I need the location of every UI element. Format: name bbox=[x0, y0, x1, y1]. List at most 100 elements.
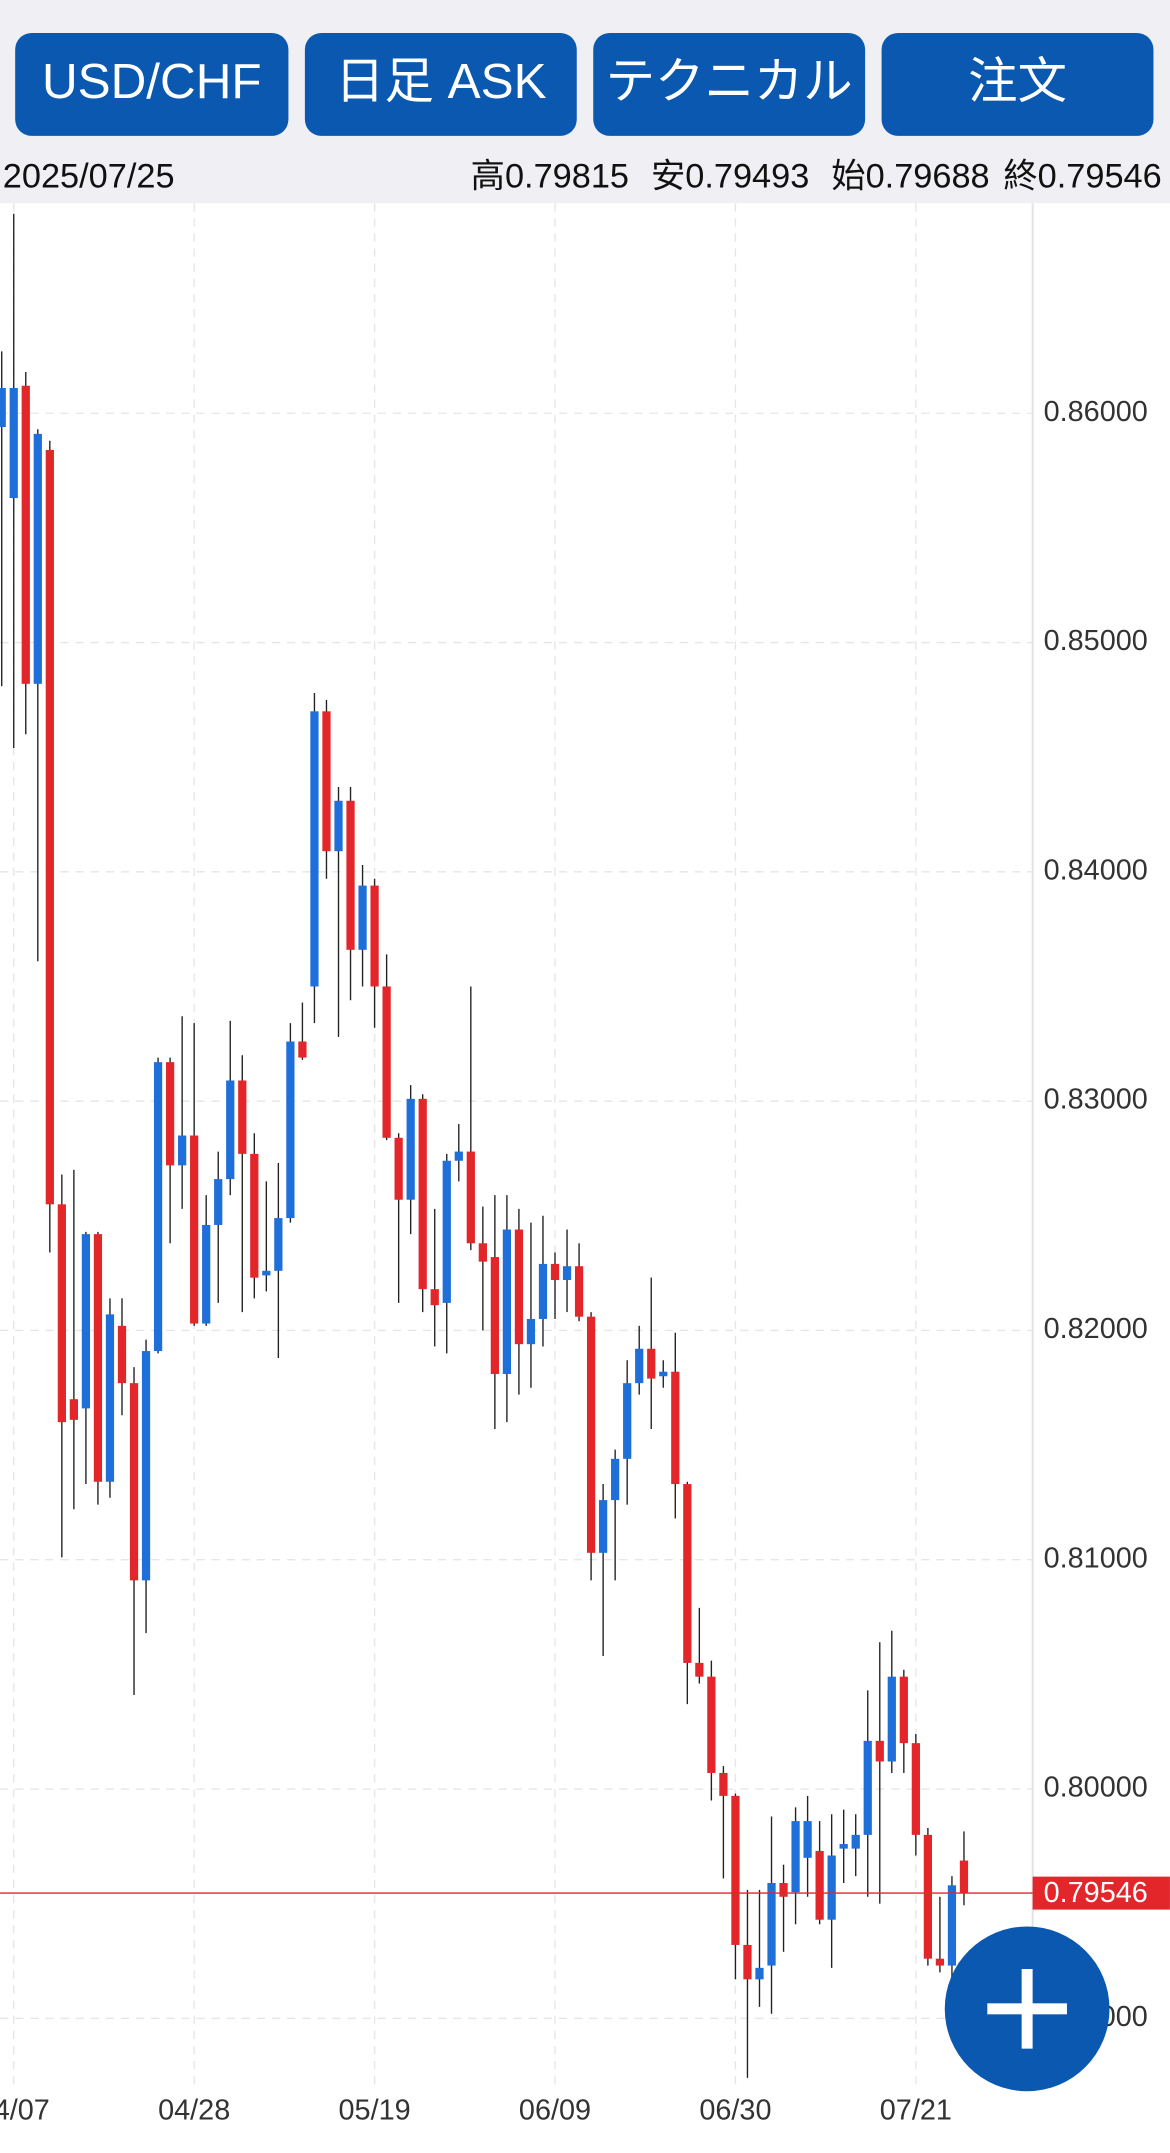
candle-body bbox=[406, 1098, 415, 1200]
y-tick-label: 0.84000 bbox=[1044, 854, 1148, 886]
candle-body bbox=[719, 1772, 728, 1796]
candle-body bbox=[490, 1257, 499, 1374]
candle-body bbox=[635, 1348, 644, 1384]
candle-body bbox=[153, 1062, 163, 1352]
button-label[interactable]: 注文 bbox=[968, 54, 1067, 109]
candle-body bbox=[214, 1179, 223, 1225]
x-tick-label: 05/19 bbox=[339, 2094, 411, 2126]
candle-body bbox=[911, 1743, 920, 1835]
candle-body bbox=[574, 1266, 584, 1317]
candle-body bbox=[286, 1041, 295, 1219]
candle-body bbox=[743, 1944, 752, 1980]
button-label[interactable]: 日足 ASK bbox=[335, 54, 547, 109]
period-button[interactable] bbox=[304, 32, 577, 136]
price-tag bbox=[1032, 1876, 1170, 1910]
x-tick-label: 04/28 bbox=[158, 2094, 230, 2126]
candle-body bbox=[129, 1383, 139, 1581]
candle-body bbox=[827, 1855, 836, 1920]
candle-body bbox=[611, 1458, 620, 1501]
x-tick-label: 06/30 bbox=[699, 2094, 771, 2126]
candle-body bbox=[394, 1137, 403, 1200]
fab-plus[interactable] bbox=[1021, 1969, 1033, 2049]
high-label: 高 bbox=[471, 158, 505, 196]
candle-body bbox=[779, 1883, 788, 1897]
candle-body bbox=[141, 1351, 151, 1581]
candle-body bbox=[310, 711, 319, 987]
candle-body bbox=[707, 1676, 716, 1773]
candle-body bbox=[430, 1289, 439, 1306]
candle-body bbox=[695, 1662, 704, 1677]
ohlc-info: 高0.79815 安0.79493 始0.79688 終0.79546 bbox=[471, 158, 1162, 196]
y-tick-label: 0.81000 bbox=[1044, 1542, 1148, 1574]
candle-body bbox=[322, 711, 331, 852]
candle-body bbox=[69, 1399, 79, 1420]
candle-body bbox=[466, 1151, 475, 1244]
candle-body bbox=[755, 1967, 764, 1980]
candle-body bbox=[334, 800, 343, 852]
candle-body bbox=[238, 1080, 247, 1154]
low-label: 安 bbox=[651, 158, 685, 196]
open-value: 0.79688 bbox=[866, 158, 990, 196]
x-tick-label: 07/21 bbox=[880, 2094, 952, 2126]
candle-body bbox=[478, 1243, 487, 1262]
y-tick-label: 0.86000 bbox=[1044, 396, 1148, 428]
candle-body bbox=[803, 1821, 812, 1858]
y-tick-label: 0.85000 bbox=[1044, 625, 1148, 657]
candle-body bbox=[947, 1885, 957, 1966]
candle-body bbox=[562, 1266, 572, 1280]
button-label[interactable]: テクニカル bbox=[606, 54, 853, 109]
price-tag-label: 0.79546 bbox=[1044, 1877, 1148, 1909]
candle-body bbox=[250, 1153, 259, 1278]
candle-body bbox=[839, 1844, 848, 1849]
technical-button[interactable] bbox=[593, 32, 866, 136]
candle-body bbox=[9, 388, 18, 499]
candle-body bbox=[887, 1676, 896, 1762]
candle-body bbox=[178, 1135, 187, 1166]
symbol-button[interactable] bbox=[15, 32, 289, 136]
y-tick-label: 0.83000 bbox=[1044, 1084, 1148, 1116]
candle-body bbox=[599, 1500, 608, 1553]
candle-body bbox=[202, 1224, 211, 1324]
candle-body bbox=[165, 1062, 175, 1166]
candle-body bbox=[899, 1676, 908, 1744]
candle-body bbox=[550, 1263, 560, 1280]
candle-body bbox=[81, 1234, 91, 1409]
candle-body bbox=[851, 1834, 860, 1849]
candle-body bbox=[21, 385, 30, 684]
candle-body bbox=[923, 1834, 933, 1959]
plot: 0.790000.800000.810000.820000.830000.840… bbox=[0, 203, 1170, 2126]
candle-body bbox=[358, 885, 367, 950]
candle-body bbox=[190, 1135, 199, 1324]
candle-body bbox=[731, 1795, 740, 1945]
candle-body bbox=[57, 1204, 66, 1423]
candle-body bbox=[226, 1080, 235, 1180]
toolbar: USD/CHF 日足 ASK テクニカル 注文 bbox=[15, 32, 1154, 136]
candle-body bbox=[935, 1958, 945, 1966]
candle-body bbox=[767, 1883, 776, 1966]
close-label: 終 bbox=[1003, 158, 1037, 196]
candle-body bbox=[382, 986, 391, 1138]
candle-body bbox=[370, 885, 379, 987]
button-label[interactable]: USD/CHF bbox=[42, 54, 262, 109]
y-tick-label: 0.80000 bbox=[1044, 1772, 1148, 1804]
candle-body bbox=[105, 1314, 115, 1482]
candle-body bbox=[514, 1229, 524, 1345]
candle-body bbox=[623, 1383, 632, 1459]
candle-body bbox=[298, 1041, 307, 1058]
candle-body bbox=[875, 1740, 884, 1762]
candle-body bbox=[502, 1229, 512, 1374]
candle-body bbox=[791, 1821, 800, 1893]
candle-body bbox=[538, 1263, 548, 1319]
candle-body bbox=[93, 1234, 103, 1482]
order-button[interactable] bbox=[881, 32, 1154, 136]
close-value: 0.79546 bbox=[1038, 158, 1162, 196]
high-value: 0.79815 bbox=[505, 158, 629, 196]
candle-body bbox=[671, 1371, 680, 1485]
candle-body bbox=[647, 1348, 656, 1379]
candle-body bbox=[683, 1484, 692, 1663]
x-tick-label: 04/07 bbox=[0, 2094, 50, 2126]
add-button[interactable] bbox=[944, 1926, 1110, 2092]
candle-body bbox=[454, 1151, 463, 1161]
candle-body bbox=[863, 1740, 872, 1835]
